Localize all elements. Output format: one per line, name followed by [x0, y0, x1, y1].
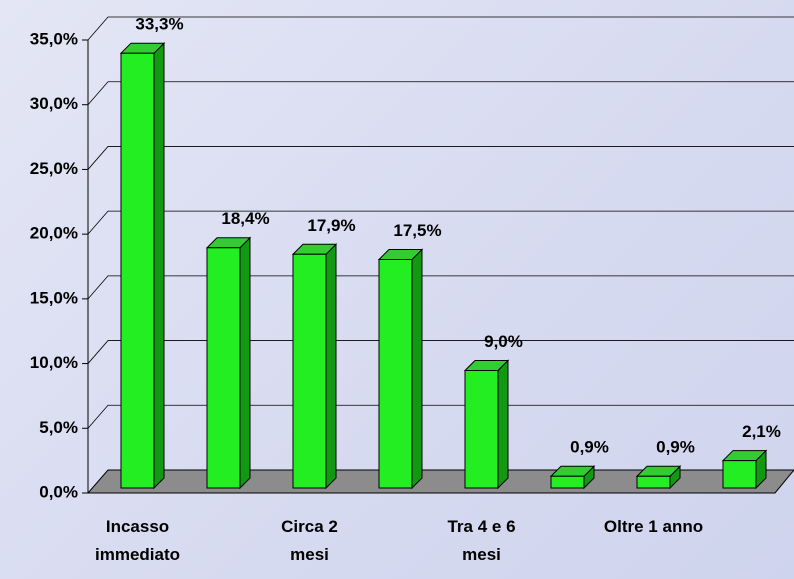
grid-line	[87, 146, 794, 170]
bar-face	[722, 460, 757, 489]
value-label: 17,9%	[307, 216, 355, 235]
bar-face	[378, 259, 413, 489]
grid-line	[87, 81, 794, 105]
bar	[291, 243, 338, 490]
y-tick-label: 15,0%	[30, 288, 78, 307]
y-tick-label: 35,0%	[30, 29, 78, 48]
y-tick-label: 5,0%	[39, 418, 78, 437]
grid-line	[87, 16, 794, 41]
bar	[205, 236, 252, 490]
bar-face	[550, 475, 585, 489]
value-label: 0,9%	[570, 438, 609, 457]
bar-face	[206, 247, 241, 489]
bar-face	[120, 52, 155, 489]
bar	[721, 449, 768, 490]
value-label: 9,0%	[484, 332, 523, 351]
grid-line	[87, 275, 794, 300]
y-tick-label: 30,0%	[30, 94, 78, 113]
grid-line	[87, 210, 794, 235]
x-tick-label: Circa 2 mesi	[281, 517, 338, 564]
grid-line	[87, 404, 794, 429]
bar	[549, 465, 596, 490]
bar	[635, 465, 682, 490]
bar	[463, 359, 510, 490]
y-tick-label: 20,0%	[30, 224, 78, 243]
value-label: 18,4%	[221, 209, 269, 228]
bar-face	[497, 359, 509, 490]
x-tick-label: Oltre 1 anno	[603, 517, 704, 536]
bar-face	[153, 41, 165, 490]
y-tick-label: 0,0%	[39, 482, 78, 501]
y-tick-label: 10,0%	[30, 353, 78, 372]
value-label: 17,5%	[393, 221, 441, 240]
value-label: 2,1%	[742, 422, 781, 441]
y-tick-label: 25,0%	[30, 159, 78, 178]
bar-face	[325, 243, 337, 490]
value-label: 0,9%	[656, 438, 695, 457]
grid-line	[87, 340, 794, 364]
bar	[377, 248, 424, 490]
bar-face	[411, 248, 423, 490]
value-label: 33,3%	[135, 15, 183, 34]
x-tick-label: Incasso immediato	[94, 517, 181, 564]
bar-face	[464, 369, 499, 489]
bar-face	[239, 236, 251, 490]
x-tick-label: Tra 4 e 6 mesi	[447, 517, 516, 564]
bar-face	[636, 475, 671, 489]
bar-face	[292, 253, 327, 489]
floor	[86, 469, 794, 494]
bar	[119, 41, 166, 490]
